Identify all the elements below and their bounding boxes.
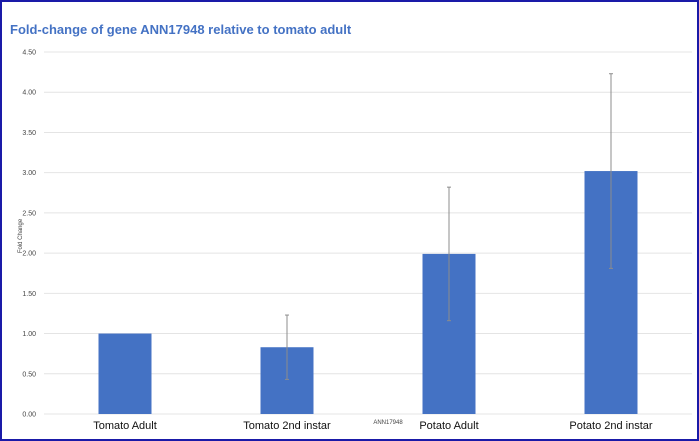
bar [98, 333, 152, 414]
x-category-label: Tomato Adult [93, 420, 157, 432]
y-tick-label: 1.50 [22, 291, 36, 298]
y-tick-label: 4.00 [22, 90, 36, 97]
bars [98, 171, 638, 414]
y-tick-label: 4.50 [22, 50, 36, 57]
y-tick-label: 3.50 [22, 130, 36, 137]
y-tick-label: 1.00 [22, 331, 36, 338]
y-tick-label: 0.00 [22, 412, 36, 419]
y-tick-label: 3.00 [22, 170, 36, 177]
x-axis-label: ANN17948 [373, 420, 403, 426]
error-bars [285, 73, 613, 380]
gridlines [44, 51, 692, 415]
y-axis-label: Fold Change [18, 218, 24, 253]
y-tick-label: 2.50 [22, 210, 36, 217]
y-tick-label: 2.00 [22, 251, 36, 258]
x-category-label: Potato Adult [419, 420, 478, 432]
y-axis-ticks: 0.00 0.50 1.00 1.50 2.00 2.50 3.00 3.50 4.00 4.50 [22, 50, 36, 419]
x-axis-categories: Tomato Adult Tomato 2nd instar Potato Adul… [93, 420, 653, 432]
x-category-label: Potato 2nd instar [569, 420, 653, 432]
y-tick-label: 0.50 [22, 371, 36, 378]
x-category-label: Tomato 2nd instar [243, 420, 331, 432]
chart-title: Fold-change of gene ANN17948 relative to… [10, 22, 352, 37]
